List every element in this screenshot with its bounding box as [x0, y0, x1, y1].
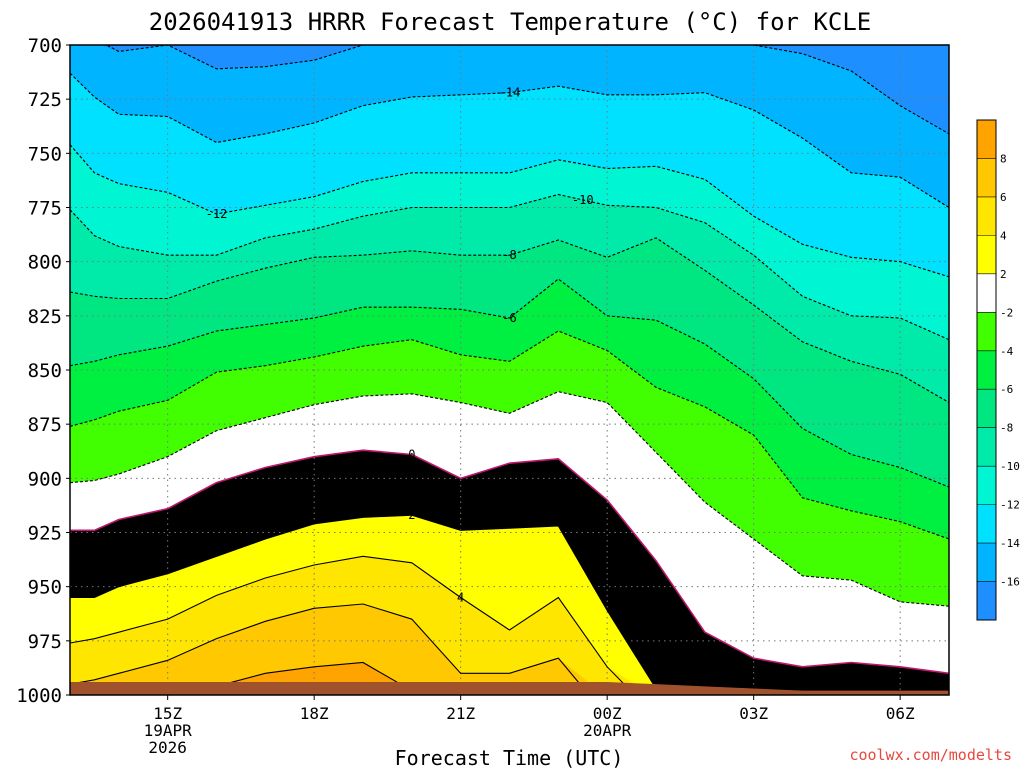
colorbar-tick-label: -10 [1000, 460, 1020, 473]
y-tick-label: 975 [28, 631, 62, 653]
isotherm-label: -10 [572, 193, 594, 207]
colorbar-tick-label: -4 [1000, 345, 1014, 358]
colorbar-segment [977, 543, 996, 582]
y-tick-label: 875 [28, 414, 62, 436]
colorbar-segment [977, 350, 996, 390]
y-tick-label: 900 [28, 468, 62, 490]
isotherm-line--16 [105, 45, 949, 135]
colorbar-segment [977, 389, 996, 428]
isotherm-line--10 [70, 193, 949, 341]
isotherm-label: 0 [408, 448, 415, 462]
x-tick-label: 06Z [886, 704, 915, 723]
colorbar-segment [977, 427, 996, 467]
isotherm-label: -6 [502, 311, 516, 325]
x-tick-label: 2026 [148, 738, 187, 757]
x-tick-label: 18Z [300, 704, 329, 723]
colorbar-segment [977, 273, 996, 313]
isotherm-label: 2 [408, 508, 415, 522]
isotherm-line--14 [70, 72, 949, 208]
surface-ground-fill [70, 682, 949, 695]
y-tick-label: 775 [28, 198, 62, 220]
x-tick-label: 00Z [593, 704, 622, 723]
x-tick-label: 20APR [583, 721, 632, 740]
isotherm-labels: -14 -12 -10 -8 -6 0 2 4 [206, 86, 594, 605]
isotherm-line--8 [70, 237, 949, 403]
y-axis: 700 725 750 775 800 825 850 875 900 925 950 975 1000 [16, 35, 70, 707]
y-tick-label: 700 [28, 35, 62, 57]
y-tick-label: 825 [28, 306, 62, 328]
x-tick-label: 15Z [153, 704, 182, 723]
x-tick-label: 03Z [739, 704, 768, 723]
isotherm-label: -14 [499, 86, 521, 100]
isotherm-line-2 [70, 514, 669, 695]
surface-layer [70, 682, 949, 695]
temperature-fill-bands [70, 45, 949, 695]
colorbar-tick-label: -14 [1000, 537, 1020, 550]
band-fill-6 [70, 604, 605, 695]
colorbar-tick-label: -12 [1000, 499, 1020, 512]
watermark: coolwx.com/modelts [849, 746, 1012, 764]
isotherm-line-0 [70, 449, 949, 675]
colorbar-segment [977, 466, 996, 505]
colorbar-tick-label: -8 [1000, 422, 1013, 435]
colorbar-tick-label: 4 [1000, 229, 1007, 242]
isotherm-label: 4 [457, 591, 464, 605]
isotherm-line--4 [70, 330, 949, 540]
y-tick-label: 925 [28, 523, 62, 545]
y-tick-label: 725 [28, 89, 62, 111]
isotherm-line-4 [70, 555, 636, 695]
y-tick-label: 1000 [16, 685, 62, 707]
colorbar-segment [977, 196, 996, 236]
isotherm-line--2 [70, 391, 949, 607]
isotherm-line-6 [70, 603, 590, 695]
isotherm-label: -12 [206, 207, 228, 221]
x-tick-label: 19APR [144, 721, 193, 740]
colorbar-segment [977, 312, 996, 351]
x-tick-label: 21Z [446, 704, 475, 723]
colorbar-segment [977, 504, 996, 544]
colorbar-tick-label: 2 [1000, 268, 1007, 281]
colorbar: -16 -14 -12 -10 -8 -6 -4 -2 2 4 6 8 [976, 119, 1020, 621]
y-tick-label: 800 [28, 252, 62, 274]
y-tick-label: 750 [28, 143, 62, 165]
y-tick-label: 950 [28, 577, 62, 599]
isotherm-lines [70, 45, 949, 695]
isotherm-line--6 [70, 278, 949, 488]
colorbar-segment [977, 235, 996, 274]
colorbar-tick-label: -16 [1000, 576, 1020, 589]
colorbar-tick-label: 6 [1000, 191, 1007, 204]
colorbar-tick-label: -6 [1000, 383, 1013, 396]
x-axis-label: Forecast Time (UTC) [395, 746, 624, 768]
isotherm-label: -8 [502, 248, 516, 262]
colorbar-segment [977, 120, 996, 159]
grid-lines [70, 45, 949, 695]
colorbar-tick-label: -2 [1000, 306, 1013, 319]
chart-title: 2026041913 HRRR Forecast Temperature (°C… [149, 8, 871, 36]
y-tick-label: 850 [28, 360, 62, 382]
colorbar-segment [977, 158, 996, 197]
colorbar-tick-label: 8 [1000, 152, 1007, 165]
isotherm-line--12 [70, 144, 949, 278]
colorbar-frame [976, 119, 997, 621]
colorbar-segment [977, 581, 996, 620]
